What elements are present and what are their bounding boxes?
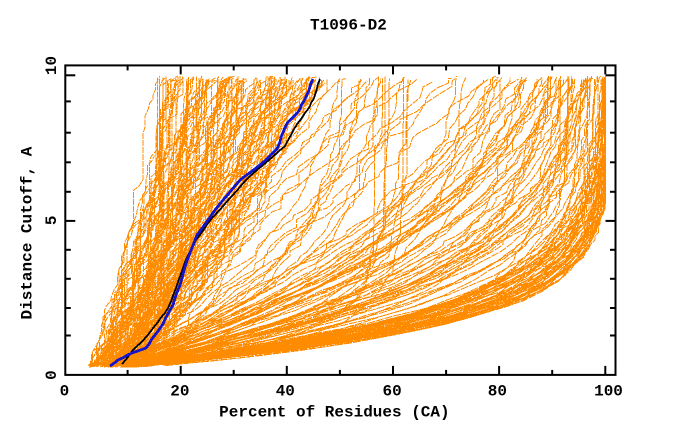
svg-text:80: 80 (488, 383, 507, 401)
svg-text:60: 60 (382, 383, 401, 401)
svg-text:Percent of Residues (CA): Percent of Residues (CA) (219, 404, 449, 422)
svg-text:100: 100 (594, 383, 623, 401)
svg-text:5: 5 (43, 215, 61, 225)
svg-text:Distance Cutoff, A: Distance Cutoff, A (19, 146, 37, 319)
svg-text:20: 20 (170, 383, 189, 401)
svg-text:T1096-D2: T1096-D2 (310, 17, 387, 35)
svg-text:0: 0 (43, 370, 61, 380)
svg-text:40: 40 (276, 383, 295, 401)
svg-text:0: 0 (60, 383, 70, 401)
svg-text:10: 10 (43, 56, 61, 75)
